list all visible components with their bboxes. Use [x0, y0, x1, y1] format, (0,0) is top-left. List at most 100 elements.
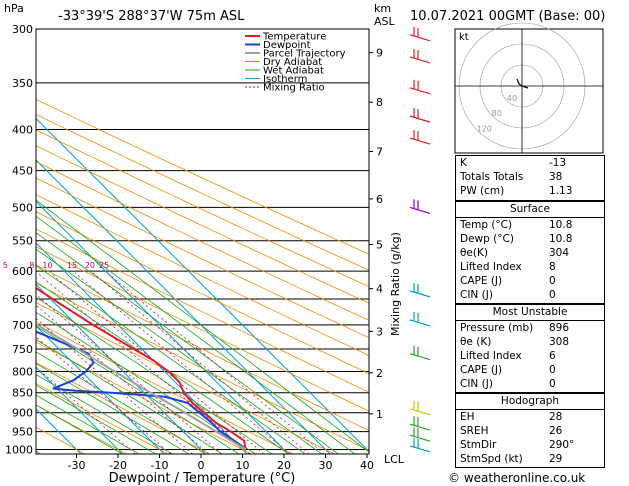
- legend-label: Mixing Ratio: [263, 83, 325, 94]
- most-unstable-panel: Most Unstable Pressure (mb) 896 θe (K) 308 Li…: [455, 304, 605, 393]
- x-tick-label: -30: [68, 459, 86, 472]
- stat-label: θe(K): [460, 247, 488, 259]
- isotherm: [36, 325, 165, 454]
- copyright: © weatheronline.co.uk: [448, 471, 585, 485]
- stat-row: K -13: [456, 157, 604, 171]
- stat-label: Lifted Index: [460, 350, 522, 362]
- dry-adiabat: [36, 194, 369, 356]
- km-tick-label: 7: [376, 145, 383, 158]
- panel-divider: [456, 217, 604, 218]
- dewpoint-profile: [36, 330, 247, 451]
- stat-value: 10.8: [549, 233, 573, 245]
- hodograph-stats-panel: Hodograph EH 28 SREH 26 StmDir 290° StmSpd (kt)…: [455, 393, 605, 468]
- km-tick-label: 5: [376, 238, 383, 251]
- isotherm: [36, 366, 123, 454]
- mixing-ratio-label: 25: [99, 261, 109, 270]
- mixing-ratio-line: [36, 318, 193, 454]
- pressure-tick-label: 850: [12, 387, 33, 400]
- wet-adiabat: [36, 297, 273, 454]
- dry-adiabat: [36, 161, 369, 321]
- isotherm: [36, 200, 289, 454]
- wind-barb: [409, 434, 431, 442]
- pressure-tick-label: 650: [12, 293, 33, 306]
- panel-title: Hodograph: [500, 395, 560, 407]
- pressure-tick-label: 750: [12, 343, 33, 356]
- mixing-ratio-line: [92, 272, 310, 454]
- wet-adiabat: [36, 215, 356, 454]
- wet-adiabat: [36, 199, 369, 453]
- mixing-ratio-label: 20: [85, 261, 95, 270]
- indices-panel: K -13 Totals Totals 38 PW (cm) 1.13: [455, 155, 605, 201]
- stat-label: EH: [460, 411, 475, 423]
- mixing-ratio-label: 10: [42, 261, 52, 270]
- wind-barb: [409, 290, 431, 298]
- stat-row: StmDir 290°: [456, 439, 604, 453]
- pressure-tick-label: 700: [12, 319, 33, 332]
- legend-label: Dry Adiabat: [263, 57, 322, 68]
- stat-label: StmSpd (kt): [460, 453, 523, 465]
- wet-adiabat: [36, 394, 140, 454]
- panel-divider: [456, 320, 604, 321]
- dry-adiabat: [36, 362, 210, 454]
- pressure-tick-label: 800: [12, 366, 33, 379]
- lcl-label: LCL: [384, 453, 405, 466]
- x-tick-label: -20: [109, 459, 127, 472]
- stat-label: CIN (J): [460, 378, 493, 390]
- hodograph-trace: [516, 78, 529, 89]
- pressure-tick-label: 950: [12, 426, 33, 439]
- wet-adiabat: [36, 339, 223, 454]
- stat-value: 38: [549, 171, 563, 183]
- wind-barb: [409, 408, 431, 416]
- mixing-ratio-label: 15: [67, 261, 77, 270]
- wind-barb: [409, 34, 431, 42]
- surface-panel: Surface Temp (°C) 10.8 Dewp (°C) 10.8 θe(K) 30…: [455, 201, 605, 304]
- stat-label: K: [460, 157, 467, 169]
- pressure-tick-label: 550: [12, 235, 33, 248]
- stat-value: 0: [549, 378, 556, 390]
- wind-barb: [409, 319, 431, 327]
- pressure-tick-label: 1000: [5, 443, 33, 456]
- stat-row: θe (K) 308: [456, 336, 604, 350]
- stat-value: 1.13: [549, 185, 573, 197]
- stat-value: 10.8: [549, 219, 573, 231]
- dry-adiabat: [36, 264, 369, 432]
- dry-adiabat: [36, 129, 369, 288]
- mixing-ratio-line: [37, 272, 251, 454]
- dry-adiabat: [36, 283, 369, 451]
- legend-label: Parcel Trajectory: [263, 49, 346, 60]
- wet-adiabat: [36, 404, 123, 454]
- stat-value: 29: [549, 453, 563, 465]
- wind-barb: [409, 56, 431, 64]
- hodograph-ring-label: 120: [477, 124, 492, 133]
- km-tick-label: 6: [376, 193, 383, 206]
- x-tick-label: 10: [236, 459, 250, 472]
- km-label: km: [374, 2, 391, 15]
- wet-adiabat: [36, 265, 306, 454]
- hodograph-ring-label: 40: [507, 94, 517, 103]
- dry-adiabat: [36, 228, 369, 393]
- pressure-tick-label: 300: [12, 23, 33, 36]
- stat-row: Lifted Index 8: [456, 261, 604, 275]
- stat-row: PW (cm) 1.13: [456, 185, 604, 199]
- wind-barb: [409, 445, 431, 453]
- stat-value: 0: [549, 289, 556, 301]
- stat-value: 290°: [549, 439, 575, 451]
- hodograph-ring-label: 80: [492, 109, 502, 118]
- pressure-tick-label: 350: [12, 77, 33, 90]
- stat-row: StmSpd (kt) 29: [456, 453, 604, 467]
- pressure-tick-label: 600: [12, 265, 33, 278]
- pressure-tick-label: 450: [12, 165, 33, 178]
- legend-label: Wet Adiabat: [263, 66, 324, 77]
- wet-adiabat: [36, 351, 206, 454]
- wind-barb: [409, 115, 431, 123]
- wind-barb: [409, 137, 431, 145]
- x-tick-label: 20: [277, 459, 291, 472]
- dry-adiabat: [36, 211, 369, 375]
- stat-label: SREH: [460, 425, 489, 437]
- isotherm: [36, 117, 369, 453]
- dry-adiabat: [36, 383, 169, 454]
- stat-row: Temp (°C) 10.8: [456, 219, 604, 233]
- km-tick-label: 4: [376, 283, 383, 296]
- stat-label: CIN (J): [460, 289, 493, 301]
- stat-value: -13: [549, 157, 567, 169]
